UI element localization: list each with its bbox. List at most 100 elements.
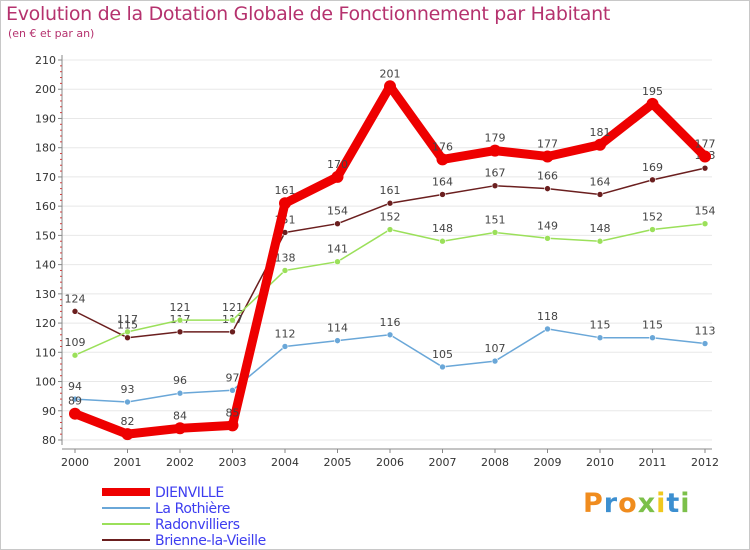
x-tick-label-2004: 2004 <box>271 456 299 469</box>
x-tick-label-2002: 2002 <box>166 456 194 469</box>
data-label-brienne-la-vieille: 167 <box>485 167 506 180</box>
data-point-dienville <box>69 407 81 420</box>
chart-subtitle: (en € et par an) <box>8 27 95 40</box>
data-label-la-rothi-re: 93 <box>121 383 135 396</box>
chart-title: Evolution de la Dotation Globale de Fonc… <box>6 3 611 25</box>
legend-label-la-rothi-re: La Rothière <box>155 501 230 517</box>
data-label-radonvilliers: 154 <box>695 205 716 218</box>
data-point-brienne-la-vieille <box>596 191 604 198</box>
x-tick-label-2000: 2000 <box>61 456 89 469</box>
data-label-la-rothi-re: 118 <box>537 310 558 323</box>
data-label-brienne-la-vieille: 169 <box>642 161 663 174</box>
logo-letter: x <box>637 488 657 519</box>
x-tick-label-2005: 2005 <box>324 456 352 469</box>
data-point-radonvilliers <box>439 237 446 245</box>
data-point-dienville <box>226 419 239 432</box>
logo-letter: i <box>656 488 667 519</box>
data-label-radonvilliers: 138 <box>275 251 296 264</box>
data-point-radonvilliers <box>334 258 341 265</box>
data-label-dienville: 161 <box>275 184 296 197</box>
series-line-la-rothi-re <box>74 328 706 403</box>
data-point-radonvilliers <box>491 229 499 236</box>
data-point-dienville <box>174 422 186 435</box>
data-label-la-rothi-re: 94 <box>68 380 82 393</box>
data-label-dienville: 176 <box>432 140 453 153</box>
data-point-dienville <box>279 197 291 210</box>
data-point-brienne-la-vieille <box>701 164 709 172</box>
data-point-radonvilliers <box>229 316 236 324</box>
y-tick-label-170: 170 <box>35 171 56 184</box>
data-point-dienville <box>384 80 396 93</box>
y-tick-label-160: 160 <box>35 200 56 213</box>
data-point-brienne-la-vieille <box>176 328 184 336</box>
data-label-dienville: 181 <box>590 126 611 139</box>
y-tick-label-90: 90 <box>42 405 56 418</box>
data-point-la-rothi-re <box>701 340 709 347</box>
y-tick-label-190: 190 <box>35 112 56 125</box>
data-label-radonvilliers: 121 <box>170 301 191 314</box>
data-label-dienville: 84 <box>173 409 187 422</box>
logo-letter: P <box>583 488 604 519</box>
data-point-brienne-la-vieille <box>71 308 79 315</box>
data-label-radonvilliers: 151 <box>485 213 506 226</box>
y-tick-label-110: 110 <box>35 346 56 359</box>
data-point-la-rothi-re <box>124 398 131 406</box>
x-tick-label-2012: 2012 <box>691 456 719 469</box>
data-point-brienne-la-vieille <box>491 182 499 189</box>
data-label-la-rothi-re: 112 <box>275 327 296 340</box>
legend-label-radonvilliers: Radonvilliers <box>155 517 240 533</box>
y-tick-label-210: 210 <box>35 54 56 67</box>
legend-label-brienne-la-vieille: Brienne-la-Vieille <box>155 533 266 549</box>
data-label-radonvilliers: 148 <box>590 222 611 235</box>
data-label-radonvilliers: 121 <box>222 301 243 314</box>
data-point-la-rothi-re <box>439 363 446 371</box>
logo-letter: r <box>603 488 619 519</box>
y-tick-label-130: 130 <box>35 288 56 301</box>
data-label-dienville: 179 <box>485 132 506 145</box>
data-point-dienville <box>699 150 711 163</box>
data-label-la-rothi-re: 96 <box>173 374 187 387</box>
data-point-dienville <box>541 150 554 163</box>
data-label-radonvilliers: 117 <box>117 313 138 326</box>
y-tick-label-120: 120 <box>35 317 56 330</box>
data-point-dienville <box>331 170 344 183</box>
data-point-la-rothi-re <box>491 357 499 365</box>
data-point-la-rothi-re <box>281 343 289 350</box>
y-tick-label-140: 140 <box>35 259 56 272</box>
data-point-brienne-la-vieille <box>229 328 236 336</box>
data-point-la-rothi-re <box>544 325 551 333</box>
data-point-dienville <box>646 97 659 110</box>
data-label-brienne-la-vieille: 164 <box>590 175 611 188</box>
data-label-radonvilliers: 148 <box>432 222 453 235</box>
data-label-la-rothi-re: 107 <box>485 342 506 355</box>
data-point-la-rothi-re <box>596 334 604 341</box>
y-tick-label-180: 180 <box>35 142 56 155</box>
data-label-la-rothi-re: 105 <box>432 348 453 361</box>
data-label-dienville: 177 <box>695 137 716 150</box>
data-point-radonvilliers <box>124 328 131 336</box>
proxiti-logo: Proxiti <box>583 488 691 519</box>
y-tick-label-100: 100 <box>35 376 56 389</box>
legend-label-dienville: DIENVILLE <box>155 485 224 501</box>
y-tick-label-80: 80 <box>42 434 56 447</box>
data-label-radonvilliers: 141 <box>327 243 348 256</box>
data-label-dienville: 177 <box>537 137 558 150</box>
data-label-la-rothi-re: 116 <box>380 316 401 329</box>
data-label-brienne-la-vieille: 115 <box>117 319 138 332</box>
data-point-la-rothi-re <box>386 331 394 339</box>
data-label-dienville: 85 <box>226 406 240 419</box>
data-point-dienville <box>436 153 449 166</box>
data-point-radonvilliers <box>386 226 394 233</box>
data-label-radonvilliers: 109 <box>65 336 86 349</box>
data-point-radonvilliers <box>176 316 184 324</box>
data-label-radonvilliers: 149 <box>537 219 558 232</box>
data-point-brienne-la-vieille <box>649 176 656 184</box>
data-label-la-rothi-re: 115 <box>590 319 611 332</box>
data-point-dienville <box>594 138 606 151</box>
data-point-la-rothi-re <box>176 389 184 397</box>
data-point-brienne-la-vieille <box>386 199 394 207</box>
x-tick-label-2007: 2007 <box>429 456 457 469</box>
data-point-la-rothi-re <box>649 334 656 341</box>
